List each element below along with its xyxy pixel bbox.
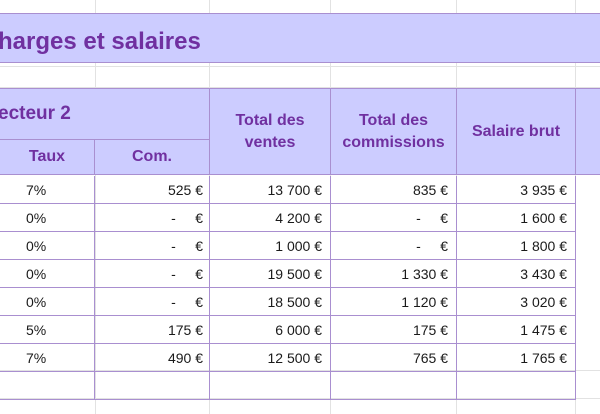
cell-com[interactable] [95, 372, 209, 400]
cell-taux[interactable] [0, 372, 95, 400]
sheet-title: harges et salaires [0, 28, 201, 55]
cell-taux[interactable]: 5% [0, 316, 95, 344]
header-total-commissions[interactable]: Total des commissions [330, 88, 456, 175]
cell-salaire[interactable]: 1 765 € [456, 344, 576, 372]
cell-commissions-value: 1 330 € [401, 265, 448, 282]
header-taux[interactable]: Taux [0, 140, 95, 175]
cell-commissions[interactable]: - € [330, 204, 456, 232]
cell-com[interactable]: 175 € [95, 316, 209, 344]
cell-commissions-value: - € [416, 237, 448, 254]
cell-taux-value: 0% [26, 265, 47, 282]
header-total-ventes-line2: ventes [244, 133, 296, 151]
cell-com[interactable]: - € [95, 260, 209, 288]
cell-salaire-value: 1 475 € [520, 321, 567, 338]
cell-ventes-value: 13 700 € [267, 181, 323, 198]
cell-com[interactable]: - € [95, 232, 209, 260]
cell-commissions[interactable]: - € [330, 232, 456, 260]
cell-ventes[interactable]: 18 500 € [209, 288, 330, 316]
cell-taux[interactable]: 0% [0, 204, 95, 232]
cell-commissions[interactable]: 175 € [330, 316, 456, 344]
header-secteur-label: ecteur 2 [0, 103, 71, 124]
cell-com[interactable]: 525 € [95, 176, 209, 204]
header-com[interactable]: Com. [95, 140, 209, 175]
header-total-ventes[interactable]: Total des ventes [209, 88, 330, 175]
cell-taux-value: 7% [26, 181, 47, 198]
cell-ventes[interactable]: 1 000 € [209, 232, 330, 260]
cell-com[interactable]: - € [95, 288, 209, 316]
cell-taux[interactable]: 0% [0, 232, 95, 260]
cell-commissions[interactable] [330, 372, 456, 400]
cell-taux-value: 0% [26, 293, 47, 310]
cell-commissions-value: 835 € [412, 181, 448, 198]
cell-ventes[interactable]: 6 000 € [209, 316, 330, 344]
header-com-label: Com. [132, 148, 172, 165]
cell-commissions-value: 175 € [412, 321, 448, 338]
cell-ventes[interactable]: 19 500 € [209, 260, 330, 288]
cell-ventes[interactable]: 12 500 € [209, 344, 330, 372]
cell-taux[interactable]: 0% [0, 260, 95, 288]
cell-com[interactable]: 490 € [95, 344, 209, 372]
cell-salaire-value: 1 765 € [520, 349, 567, 366]
cell-taux-value: 0% [26, 209, 47, 226]
cell-com-value: - € [171, 293, 203, 310]
header-total-ventes-line1: Total des [235, 111, 305, 129]
cell-commissions[interactable]: 1 120 € [330, 288, 456, 316]
cell-salaire-value: 3 020 € [520, 293, 567, 310]
cell-salaire[interactable]: 1 600 € [456, 204, 576, 232]
cell-salaire[interactable]: 3 935 € [456, 176, 576, 204]
cell-ventes-value: 1 000 € [275, 237, 322, 254]
cell-ventes[interactable]: 4 200 € [209, 204, 330, 232]
cell-com-value: 175 € [167, 321, 203, 338]
cell-commissions[interactable]: 1 330 € [330, 260, 456, 288]
cell-salaire[interactable]: 1 475 € [456, 316, 576, 344]
cell-ventes[interactable] [209, 372, 330, 400]
cell-com-value: - € [171, 265, 203, 282]
gridline [0, 370, 600, 371]
cell-salaire-value: 3 430 € [520, 265, 567, 282]
cell-taux-value: 0% [26, 237, 47, 254]
cell-ventes[interactable]: 13 700 € [209, 176, 330, 204]
cell-taux[interactable]: 7% [0, 176, 95, 204]
cell-ventes-value: 12 500 € [267, 349, 323, 366]
cell-ventes-value: 4 200 € [275, 209, 322, 226]
cell-commissions-value: 1 120 € [401, 293, 448, 310]
header-taux-label: Taux [28, 148, 66, 165]
cell-salaire[interactable]: 1 800 € [456, 232, 576, 260]
cell-com-value: 490 € [167, 349, 203, 366]
cell-ventes-value: 6 000 € [275, 321, 322, 338]
cell-salaire[interactable]: 3 430 € [456, 260, 576, 288]
cell-com[interactable]: - € [95, 204, 209, 232]
gridline [0, 66, 600, 67]
cell-commissions[interactable]: 765 € [330, 344, 456, 372]
cell-salaire-value: 1 600 € [520, 209, 567, 226]
gridline [0, 398, 600, 399]
cell-salaire[interactable]: 3 020 € [456, 288, 576, 316]
cell-commissions-value: 765 € [412, 349, 448, 366]
header-next-column[interactable] [576, 88, 600, 175]
cell-taux[interactable]: 0% [0, 288, 95, 316]
header-salaire-brut[interactable]: Salaire brut [456, 88, 576, 175]
cell-ventes-value: 18 500 € [267, 293, 323, 310]
cell-com-value: 525 € [167, 181, 203, 198]
cell-salaire[interactable] [456, 372, 576, 400]
header-salaire-brut-label: Salaire brut [471, 122, 561, 140]
header-total-commissions-line2: commissions [342, 133, 445, 151]
cell-commissions[interactable]: 835 € [330, 176, 456, 204]
gridline [0, 87, 600, 88]
cell-salaire-value: 3 935 € [520, 181, 567, 198]
cell-ventes-value: 19 500 € [267, 265, 323, 282]
cell-commissions-value: - € [416, 209, 448, 226]
cell-taux-value: 5% [26, 321, 47, 338]
cell-taux-value: 7% [26, 349, 47, 366]
cell-com-value: - € [171, 237, 203, 254]
title-banner: harges et salaires [0, 13, 600, 63]
header-total-commissions-line1: Total des [358, 111, 429, 129]
gridline [95, 0, 96, 414]
cell-com-value: - € [171, 209, 203, 226]
header-secteur[interactable]: ecteur 2 [0, 88, 209, 140]
cell-salaire-value: 1 800 € [520, 237, 567, 254]
cell-taux[interactable]: 7% [0, 344, 95, 372]
